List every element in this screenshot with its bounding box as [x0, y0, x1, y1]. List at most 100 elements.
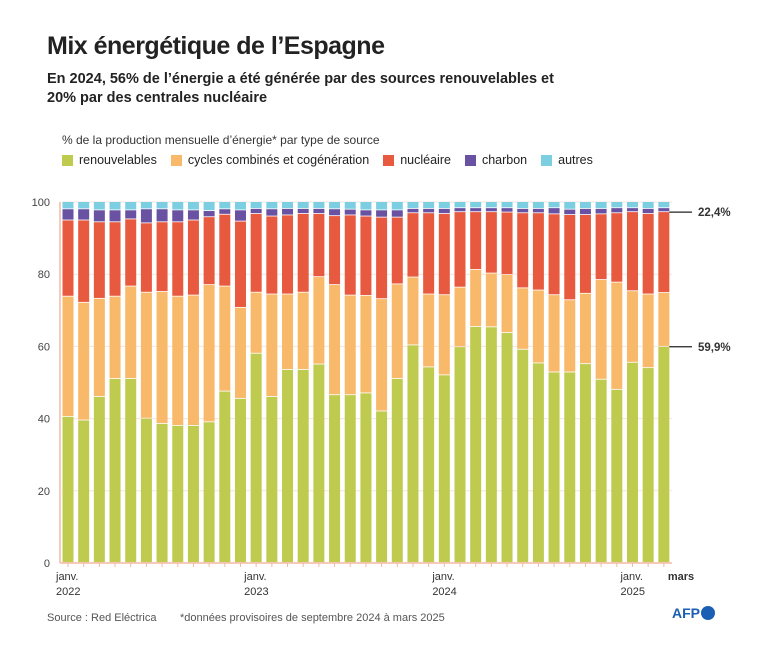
bar-segment: [329, 202, 341, 209]
bar-segment: [658, 202, 670, 208]
bar-segment: [344, 202, 356, 209]
bar-segment: [250, 208, 262, 214]
bar-segment: [517, 213, 529, 288]
bar-segment: [62, 209, 74, 220]
legend-label: cycles combinés et cogénération: [187, 153, 370, 167]
bar-segment: [626, 202, 638, 208]
x-tick-label: 2022: [56, 586, 80, 598]
bar-segment: [344, 395, 356, 563]
bar-segment: [485, 202, 497, 208]
bar-segment: [125, 378, 137, 563]
bar-segment: [407, 277, 419, 345]
bar-segment: [564, 300, 576, 372]
x-tick-label: janv.: [619, 571, 642, 583]
bar-segment: [548, 295, 560, 372]
y-tick-label: 0: [44, 558, 50, 570]
bar-segment: [376, 299, 388, 411]
bar-segment: [234, 202, 246, 210]
bar-segment: [517, 208, 529, 213]
bar-segment: [611, 213, 623, 282]
chart-title: Mix énergétique de l’Espagne: [47, 32, 385, 60]
chart-subtitle: En 2024, 56% de l’énergie a été générée …: [47, 71, 554, 106]
bar-segment: [391, 210, 403, 217]
legend: renouvelables cycles combinés et cogénéra…: [62, 153, 593, 167]
bar-segment: [250, 292, 262, 353]
bar-segment: [454, 287, 466, 347]
legend-swatch: [464, 154, 476, 166]
x-tick-label: 2024: [432, 586, 456, 598]
bar-segment: [642, 213, 654, 294]
bar-segment: [156, 222, 168, 292]
bar-segment: [140, 202, 152, 209]
bar-segment: [187, 202, 199, 210]
bar-segment: [407, 202, 419, 209]
bar-segment: [172, 296, 184, 426]
annotation-label: 22,4%: [698, 207, 731, 219]
x-tick-label: 2025: [620, 586, 644, 598]
bar-segment: [454, 208, 466, 212]
bar-segment: [313, 277, 325, 364]
bar-segment: [423, 202, 435, 209]
bar-segment: [203, 285, 215, 422]
bar-segment: [297, 292, 309, 370]
bar-segment: [156, 202, 168, 209]
bar-segment: [78, 302, 90, 420]
bar-segment: [360, 393, 372, 563]
bar-segment: [93, 298, 105, 397]
x-tick-label: mars: [668, 571, 694, 583]
bar-segment: [219, 214, 231, 286]
bar-segment: [313, 364, 325, 563]
bar-segment: [423, 367, 435, 563]
bar-segment: [564, 214, 576, 300]
bar-segment: [376, 217, 388, 299]
bar-segment: [93, 396, 105, 563]
bar-segment: [187, 220, 199, 295]
bar-segment: [78, 420, 90, 563]
bar-segment: [642, 208, 654, 214]
bar-segment: [642, 294, 654, 368]
bar-segment: [454, 202, 466, 208]
bar-segment: [282, 208, 294, 215]
bar-segment: [125, 210, 137, 219]
bar-segment: [548, 208, 560, 214]
bar-segment: [626, 212, 638, 291]
bar-segment: [329, 395, 341, 563]
bar-segment: [501, 274, 513, 333]
bar-segment: [297, 208, 309, 214]
legend-label: autres: [558, 153, 593, 167]
legend-item: charbon: [464, 153, 527, 167]
y-tick-label: 20: [38, 486, 50, 498]
bar-segment: [282, 202, 294, 209]
bar-segment: [329, 216, 341, 285]
bar-segment: [548, 372, 560, 563]
legend-item: renouvelables: [62, 153, 157, 167]
x-tick-label: janv.: [243, 571, 266, 583]
bar-segment: [219, 209, 231, 214]
bar-segment: [313, 208, 325, 214]
bar-segment: [203, 211, 215, 217]
x-tick-label: 2023: [244, 586, 268, 598]
bar-segment: [172, 425, 184, 563]
legend-item: cycles combinés et cogénération: [170, 153, 370, 167]
bar-segment: [250, 202, 262, 209]
provisional-data-note: *données provisoires de septembre 2024 à…: [180, 612, 445, 624]
bar-segment: [423, 213, 435, 294]
bar-segment: [532, 213, 544, 290]
bar-segment: [109, 210, 121, 222]
bar-segment: [485, 327, 497, 563]
bar-segment: [626, 291, 638, 362]
bar-segment: [109, 296, 121, 379]
bar-segment: [407, 345, 419, 563]
bar-segment: [187, 425, 199, 563]
bar-segment: [297, 369, 309, 563]
y-axis-label: % de la production mensuelle d’énergie* …: [62, 133, 380, 147]
bar-segment: [109, 222, 121, 296]
bar-segment: [266, 202, 278, 209]
bar-segment: [125, 286, 137, 379]
bar-segment: [517, 288, 529, 349]
bar-segment: [485, 273, 497, 327]
annotation-label: 59,9%: [698, 342, 731, 354]
y-tick-label: 40: [38, 414, 50, 426]
bar-segment: [423, 208, 435, 213]
bar-segment: [501, 212, 513, 275]
